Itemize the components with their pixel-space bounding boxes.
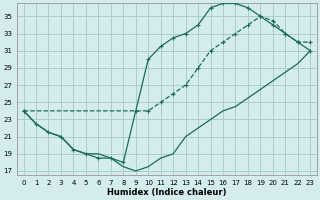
X-axis label: Humidex (Indice chaleur): Humidex (Indice chaleur) [107, 188, 227, 197]
